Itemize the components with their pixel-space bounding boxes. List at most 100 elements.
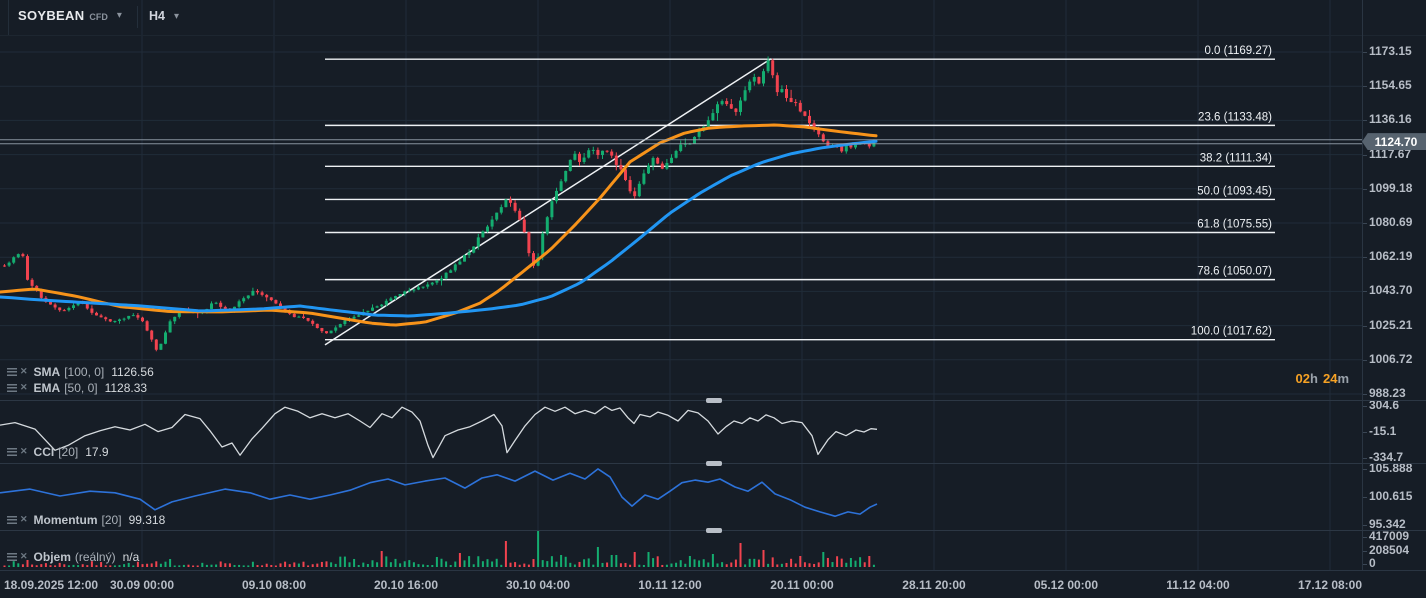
axis-tick-mark: [1362, 469, 1367, 470]
candlesticks: [3, 56, 876, 352]
price-tick-label: 1173.15: [1369, 44, 1412, 58]
momentum-line: [0, 468, 878, 518]
time-tick-label: 20.10 16:00: [373, 578, 439, 592]
legend-volume: ✕ Objem (reálný) n/a: [7, 549, 139, 564]
bar-close-countdown: 02h 24m: [1296, 371, 1354, 386]
indicator-params: [100, 0]: [64, 364, 105, 379]
axis-tick-mark: [1362, 120, 1367, 122]
indicator-params: [50, 0]: [64, 380, 98, 395]
price-axis[interactable]: 1173.15 1154.65 1136.16 1117.67 1099.18 1080.…: [1362, 0, 1426, 570]
axis-tick-mark: [1362, 359, 1367, 361]
indicator-params: (reálný): [74, 549, 116, 564]
axis-tick-mark: [1362, 52, 1367, 53]
axis-tick-mark: [1362, 564, 1367, 565]
symbol-name: SOYBEAN: [18, 8, 85, 23]
axis-tick-mark: [1362, 291, 1367, 293]
cci-tick-label: -334.7: [1369, 450, 1404, 464]
trend-line: [324, 58, 772, 346]
svg-text:78.6 (1050.07): 78.6 (1050.07): [1197, 266, 1272, 278]
legend-cci: ✕ CCI [20] 17.9: [7, 444, 109, 459]
time-tick-label: 10.11 12:00: [638, 578, 702, 592]
indicator-params: [20]: [58, 444, 79, 459]
time-tick-label: 30.10 04:00: [505, 578, 571, 592]
indicator-remove-icon[interactable]: ✕: [20, 446, 28, 456]
momentum-tick-label: 100.615: [1369, 489, 1413, 503]
axis-tick-mark: [1362, 458, 1367, 459]
time-tick-label: 17.12 08:00: [1297, 578, 1363, 592]
header-divider: [137, 6, 138, 28]
axis-tick-mark: [1362, 432, 1367, 433]
panel-separator: [0, 398, 1426, 403]
panel-separator: [0, 528, 1426, 533]
cci-tick-label: 304.6: [1369, 398, 1400, 412]
indicator-settings-icon[interactable]: [7, 383, 17, 392]
current-price-label: 1124.70: [1362, 133, 1426, 151]
axis-tick-mark: [1362, 188, 1367, 190]
time-tick-label: 18.09.2025 12:00: [4, 578, 99, 592]
symbol-selector[interactable]: SOYBEAN CFD ▾: [18, 8, 122, 23]
price-tick-label: 1025.21: [1369, 317, 1413, 332]
axis-tick-mark: [1362, 406, 1367, 407]
panel-separator: [0, 461, 1426, 466]
axis-tick-mark: [1362, 86, 1367, 88]
time-tick-label: 28.11 20:00: [902, 578, 966, 592]
indicator-name: Momentum: [33, 512, 98, 527]
volume-tick-label: 0: [1369, 556, 1376, 570]
svg-text:23.6 (1133.48): 23.6 (1133.48): [1198, 111, 1272, 123]
time-tick-label: 30.09 00:00: [109, 578, 175, 592]
indicator-remove-icon[interactable]: ✕: [20, 514, 28, 524]
timeframe-selector[interactable]: H4 ▾: [149, 9, 179, 23]
chart-canvas[interactable]: 0.0 (1169.27) 23.6 (1133.48) 38.2 (1111.34…: [0, 0, 1362, 570]
price-tick-label: 1099.18: [1369, 180, 1413, 195]
market-type-badge: CFD: [89, 11, 108, 22]
axis-tick-mark: [1362, 257, 1367, 259]
svg-text:61.8 (1075.55): 61.8 (1075.55): [1197, 219, 1272, 231]
ma-blue-line: [0, 139, 878, 318]
indicator-name: EMA: [33, 380, 61, 395]
chevron-down-icon[interactable]: ▾: [173, 10, 180, 22]
current-price-line: [0, 139, 1362, 145]
time-axis[interactable]: 18.09.2025 12:00 30.09 00:00 09.10 08:00 20…: [0, 570, 1426, 598]
panel-resize-handle[interactable]: [706, 528, 722, 533]
indicator-settings-icon[interactable]: [7, 552, 17, 561]
indicator-value: 1128.33: [104, 380, 148, 395]
indicator-value: 99.318: [128, 512, 166, 527]
legend-sma: ✕ SMA [100, 0] 1126.56: [7, 364, 154, 379]
axis-tick-mark: [1362, 537, 1367, 538]
current-price-value: 1124.70: [1374, 134, 1418, 149]
indicator-settings-icon[interactable]: [7, 515, 17, 524]
indicator-remove-icon[interactable]: ✕: [20, 551, 28, 561]
volume-bars: [3, 531, 875, 567]
svg-text:50.0 (1093.45): 50.0 (1093.45): [1197, 185, 1272, 197]
momentum-tick-label: 105.888: [1369, 461, 1413, 475]
momentum-tick-label: 95.342: [1369, 517, 1406, 531]
time-tick-label: 05.12 00:00: [1033, 578, 1099, 592]
indicator-name: CCI: [33, 444, 55, 459]
indicator-remove-icon[interactable]: ✕: [20, 382, 28, 392]
panel-resize-handle[interactable]: [706, 398, 722, 403]
indicator-params: [20]: [101, 512, 122, 527]
panel-resize-handle[interactable]: [706, 461, 722, 466]
indicator-remove-icon[interactable]: ✕: [20, 366, 28, 376]
svg-text:0.0 (1169.27): 0.0 (1169.27): [1204, 45, 1272, 57]
indicator-settings-icon[interactable]: [7, 447, 17, 456]
indicator-value: n/a: [122, 549, 140, 564]
price-tick-label: 1136.16: [1369, 112, 1412, 127]
legend-momentum: ✕ Momentum [20] 99.318: [7, 512, 165, 527]
price-tick-label: 988.23: [1369, 386, 1406, 400]
price-tick-label: 1117.67: [1369, 146, 1412, 161]
cci-tick-label: -15.1: [1369, 424, 1397, 438]
legend-ema: ✕ EMA [50, 0] 1128.33: [7, 380, 147, 395]
axis-tick-mark: [1362, 550, 1367, 552]
indicator-settings-icon[interactable]: [7, 367, 17, 376]
axis-tick-mark: [1362, 394, 1367, 395]
fib-retracement: 0.0 (1169.27) 23.6 (1133.48) 38.2 (1111.34…: [325, 45, 1275, 341]
indicator-value: 1126.56: [111, 364, 154, 379]
countdown-hours: 02: [1295, 371, 1311, 386]
axis-tick-mark: [1362, 497, 1367, 498]
chevron-down-icon[interactable]: ▾: [116, 10, 122, 21]
cci-line: [0, 405, 878, 459]
countdown-minutes-unit: m: [1337, 371, 1349, 386]
axis-tick-mark: [1362, 325, 1367, 327]
indicator-name: SMA: [33, 364, 61, 379]
